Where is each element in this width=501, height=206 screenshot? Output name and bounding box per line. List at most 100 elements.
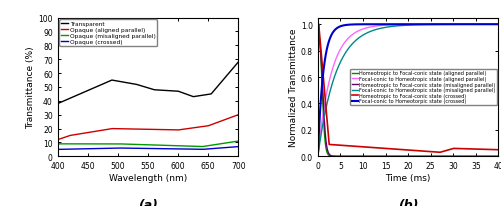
Opaque (misaligned parallel): [199, 146, 205, 148]
Homeotropic to Focal-conic state (aligned parallel): [490, 155, 496, 158]
Focal-conic to Homeotropic state (aligned parallel): [490, 24, 496, 26]
Homeotropic to Focal-conic state (aligned parallel): [369, 155, 375, 158]
Line: Homeotropic to Focal-conic state (aligned parallel): Homeotropic to Focal-conic state (aligne…: [318, 25, 498, 157]
Homeotropic to Focal-conic state (misaligned parallel): [391, 155, 397, 158]
Focal-conic to Homeotropic state (aligned parallel): [401, 24, 407, 27]
Opaque (crossed): [161, 148, 167, 150]
Homeotropic to Focal-conic state (aligned parallel): [391, 155, 397, 158]
Transparent: [87, 89, 93, 91]
Text: (b): (b): [398, 198, 418, 206]
Y-axis label: Normalized Transmittance: Normalized Transmittance: [289, 29, 298, 146]
Transparent: [235, 61, 241, 64]
Focal-conic to Homeotropic state (misaligned parallel): [446, 24, 452, 26]
Homeotropic to Focal-conic state (crossed): [446, 149, 452, 151]
Opaque (aligned parallel): [55, 139, 61, 141]
Line: Focal-conic to Homeotorpic state (crossed): Focal-conic to Homeotorpic state (crosse…: [318, 25, 498, 157]
Homeotropic to Focal-conic state (misaligned parallel): [315, 24, 321, 26]
Homeotropic to Focal-conic state (crossed): [481, 148, 487, 151]
Opaque (crossed): [136, 147, 142, 150]
Focal-conic to Homeotropic state (aligned parallel): [391, 24, 397, 27]
Homeotropic to Focal-conic state (crossed): [490, 149, 496, 151]
Focal-conic to Homeotropic state (misaligned parallel): [391, 26, 397, 28]
Line: Opaque (crossed): Opaque (crossed): [58, 147, 238, 150]
Focal-conic to Homeotropic state (aligned parallel): [481, 24, 487, 26]
Homeotropic to Focal-conic state (crossed): [392, 148, 398, 151]
Focal-conic to Homeotorpic state (crossed): [315, 155, 321, 158]
Focal-conic to Homeotorpic state (crossed): [495, 24, 501, 26]
Opaque (aligned parallel): [87, 131, 93, 134]
Homeotropic to Focal-conic state (crossed): [437, 151, 443, 154]
Opaque (aligned parallel): [235, 114, 241, 116]
Opaque (misaligned parallel): [161, 144, 167, 147]
Homeotropic to Focal-conic state (misaligned parallel): [446, 155, 452, 158]
Transparent: [161, 90, 167, 92]
Opaque (misaligned parallel): [235, 140, 241, 143]
Opaque (aligned parallel): [175, 129, 181, 132]
Opaque (crossed): [55, 148, 61, 151]
Line: Homeotropic to Focal-conic state (crossed): Homeotropic to Focal-conic state (crosse…: [318, 25, 498, 153]
Opaque (crossed): [191, 148, 197, 151]
Focal-conic to Homeotorpic state (crossed): [490, 24, 496, 26]
Homeotropic to Focal-conic state (aligned parallel): [495, 155, 501, 158]
Focal-conic to Homeotropic state (aligned parallel): [392, 24, 398, 27]
Opaque (crossed): [235, 146, 241, 148]
Focal-conic to Homeotropic state (misaligned parallel): [481, 24, 487, 26]
Focal-conic to Homeotropic state (aligned parallel): [495, 24, 501, 26]
Homeotropic to Focal-conic state (misaligned parallel): [481, 155, 487, 158]
Opaque (misaligned parallel): [101, 143, 107, 145]
Opaque (crossed): [87, 148, 93, 150]
Focal-conic to Homeotropic state (misaligned parallel): [490, 24, 496, 26]
Homeotropic to Focal-conic state (aligned parallel): [481, 155, 487, 158]
Opaque (aligned parallel): [191, 127, 197, 129]
Focal-conic to Homeotorpic state (crossed): [481, 24, 487, 26]
Focal-conic to Homeotorpic state (crossed): [446, 24, 452, 26]
Text: (a): (a): [138, 198, 158, 206]
Transparent: [175, 90, 181, 93]
Line: Opaque (misaligned parallel): Opaque (misaligned parallel): [58, 141, 238, 147]
Line: Focal-conic to Homeotropic state (aligned parallel): Focal-conic to Homeotropic state (aligne…: [318, 25, 498, 157]
Opaque (aligned parallel): [161, 129, 167, 131]
Homeotropic to Focal-conic state (misaligned parallel): [392, 155, 398, 158]
Homeotropic to Focal-conic state (crossed): [401, 149, 407, 151]
Legend: Homeotropic to Focal-conic state (aligned parallel), Focal-conic to Homeotropic : Homeotropic to Focal-conic state (aligne…: [350, 70, 497, 105]
Focal-conic to Homeotropic state (misaligned parallel): [392, 26, 398, 28]
Focal-conic to Homeotorpic state (crossed): [401, 24, 407, 26]
Opaque (misaligned parallel): [175, 145, 181, 147]
Homeotropic to Focal-conic state (misaligned parallel): [490, 155, 496, 158]
Homeotropic to Focal-conic state (crossed): [391, 148, 397, 151]
Homeotropic to Focal-conic state (aligned parallel): [446, 155, 452, 158]
Line: Opaque (aligned parallel): Opaque (aligned parallel): [58, 115, 238, 140]
Focal-conic to Homeotorpic state (crossed): [495, 24, 501, 26]
Opaque (misaligned parallel): [191, 145, 197, 148]
Homeotropic to Focal-conic state (misaligned parallel): [495, 155, 501, 158]
Opaque (aligned parallel): [136, 128, 142, 131]
X-axis label: Wavelength (nm): Wavelength (nm): [109, 173, 187, 182]
Focal-conic to Homeotorpic state (crossed): [392, 24, 398, 26]
Focal-conic to Homeotropic state (misaligned parallel): [495, 24, 501, 26]
Homeotropic to Focal-conic state (aligned parallel): [401, 155, 407, 158]
Homeotropic to Focal-conic state (crossed): [495, 149, 501, 151]
Opaque (crossed): [101, 147, 107, 150]
Line: Homeotropic to Focal-conic state (misaligned parallel): Homeotropic to Focal-conic state (misali…: [318, 25, 498, 157]
X-axis label: Time (ms): Time (ms): [385, 173, 431, 182]
Focal-conic to Homeotorpic state (crossed): [391, 24, 397, 26]
Transparent: [101, 83, 107, 85]
Transparent: [191, 96, 197, 98]
Focal-conic to Homeotropic state (aligned parallel): [446, 24, 452, 26]
Focal-conic to Homeotropic state (aligned parallel): [315, 155, 321, 158]
Homeotropic to Focal-conic state (misaligned parallel): [401, 155, 407, 158]
Line: Focal-conic to Homeotropic state (misaligned parallel): Focal-conic to Homeotropic state (misali…: [318, 25, 498, 157]
Homeotropic to Focal-conic state (aligned parallel): [315, 24, 321, 26]
Homeotropic to Focal-conic state (aligned parallel): [392, 155, 398, 158]
Opaque (misaligned parallel): [136, 144, 142, 146]
Legend: Transparent, Opaque (aligned parallel), Opaque (misaligned parallel), Opaque (cr: Transparent, Opaque (aligned parallel), …: [59, 20, 157, 47]
Transparent: [136, 85, 142, 87]
Line: Transparent: Transparent: [58, 63, 238, 104]
Opaque (misaligned parallel): [87, 143, 93, 145]
Opaque (misaligned parallel): [55, 143, 61, 145]
Homeotropic to Focal-conic state (crossed): [315, 24, 321, 26]
Focal-conic to Homeotropic state (misaligned parallel): [401, 25, 407, 27]
Transparent: [55, 103, 61, 105]
Opaque (aligned parallel): [101, 129, 107, 131]
Homeotropic to Focal-conic state (misaligned parallel): [378, 155, 384, 158]
